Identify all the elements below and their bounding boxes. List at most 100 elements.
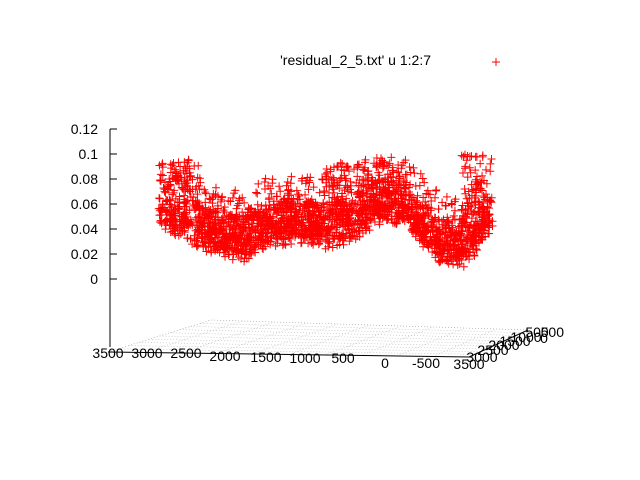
- data-point: [194, 161, 203, 170]
- data-point: [173, 176, 182, 185]
- data-point: [417, 216, 426, 225]
- data-point: [239, 241, 248, 250]
- base-grid-line: [200, 322, 523, 333]
- base-grid-line: [180, 329, 511, 339]
- data-point: [198, 219, 207, 228]
- data-point: [215, 233, 224, 242]
- data-point: [431, 193, 440, 202]
- data-point: [410, 169, 419, 178]
- data-point: [345, 221, 354, 230]
- data-point: [455, 252, 464, 261]
- data-point: [348, 196, 357, 205]
- data-point: [171, 215, 180, 224]
- data-point: [353, 209, 362, 218]
- data-point: [478, 151, 487, 160]
- data-point: [387, 153, 396, 162]
- data-point: [252, 240, 261, 249]
- data-point: [336, 212, 345, 221]
- data-point: [447, 228, 456, 237]
- data-point: [219, 245, 228, 254]
- x-tick-label: -500: [412, 355, 440, 371]
- data-point: [410, 211, 419, 220]
- data-point: [325, 188, 334, 197]
- data-point: [219, 219, 228, 228]
- data-point: [328, 209, 337, 218]
- data-point: [428, 247, 437, 256]
- data-point: [273, 230, 282, 239]
- data-point: [266, 214, 275, 223]
- data-point: [246, 233, 255, 242]
- data-point: [411, 224, 420, 233]
- data-point: [174, 231, 183, 240]
- data-point: [432, 237, 441, 246]
- data-point: [231, 214, 240, 223]
- data-point: [458, 169, 467, 178]
- data-point: [161, 178, 170, 187]
- y-tick-label: 500: [525, 324, 549, 340]
- data-point: [316, 213, 325, 222]
- data-point: [457, 240, 466, 249]
- data-point: [347, 233, 356, 242]
- data-point: [325, 215, 334, 224]
- data-point: [220, 203, 229, 212]
- data-point: [398, 161, 407, 170]
- data-point: [444, 217, 453, 226]
- data-point: [458, 227, 467, 236]
- data-point: [284, 221, 293, 230]
- data-point: [360, 166, 369, 175]
- data-point: [154, 204, 163, 213]
- data-point: [205, 194, 214, 203]
- data-point: [366, 214, 375, 223]
- z-tick-label: 0.02: [71, 246, 98, 262]
- data-point: [226, 229, 235, 238]
- y-tick-label: 1000: [510, 329, 541, 345]
- data-point: [459, 152, 468, 161]
- data-point: [184, 219, 193, 228]
- data-point: [188, 220, 197, 229]
- data-point: [392, 185, 401, 194]
- data-point: [455, 215, 464, 224]
- data-point: [470, 207, 479, 216]
- data-point: [347, 181, 356, 190]
- data-point: [261, 174, 270, 183]
- data-point: [326, 167, 335, 176]
- data-point: [247, 204, 256, 213]
- data-point: [211, 190, 220, 199]
- data-point: [271, 241, 280, 250]
- data-point: [375, 209, 384, 218]
- data-point: [324, 174, 333, 183]
- data-point: [268, 175, 277, 184]
- data-point: [254, 179, 263, 188]
- data-point: [218, 238, 227, 247]
- data-point: [183, 234, 192, 243]
- data-point: [266, 240, 275, 249]
- data-point: [310, 207, 319, 216]
- base-plane: [107, 319, 529, 358]
- data-point: [461, 246, 470, 255]
- y-tick-label: 2000: [488, 337, 519, 353]
- data-point: [283, 178, 292, 187]
- x-tick-label: 2000: [209, 348, 240, 364]
- data-point: [315, 239, 324, 248]
- data-point: [174, 204, 183, 213]
- data-point: [298, 222, 307, 231]
- data-point: [213, 201, 222, 210]
- data-point: [237, 215, 246, 224]
- data-point: [185, 185, 194, 194]
- data-point: [340, 222, 349, 231]
- data-point: [405, 195, 414, 204]
- data-point: [338, 214, 347, 223]
- data-point: [287, 172, 296, 181]
- data-point: [209, 245, 218, 254]
- data-point: [180, 177, 189, 186]
- data-point: [240, 198, 249, 207]
- data-point: [389, 178, 398, 187]
- data-point: [338, 159, 347, 168]
- data-point: [374, 168, 383, 177]
- data-point: [463, 209, 472, 218]
- data-point: [362, 219, 371, 228]
- data-point: [475, 229, 484, 238]
- data-point: [413, 198, 422, 207]
- data-point: [457, 151, 466, 160]
- data-point: [232, 204, 241, 213]
